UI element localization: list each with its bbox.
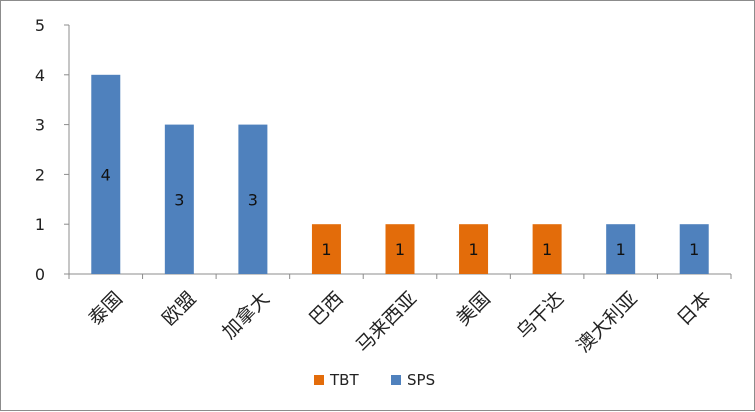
y-tick-label: 1 [35, 215, 45, 234]
data-label: 1 [395, 240, 405, 259]
data-label: 1 [321, 240, 331, 259]
category-label: 马来西亚 [352, 288, 421, 357]
category-label: 欧盟 [158, 288, 200, 330]
category-label: 日本 [673, 288, 715, 330]
legend-label-tbt: TBT [329, 371, 359, 389]
bar-sps [679, 224, 709, 274]
category-label: 乌干达 [512, 288, 568, 344]
data-label: 3 [174, 190, 184, 209]
data-label: 1 [468, 240, 478, 259]
y-tick-label: 3 [35, 116, 45, 135]
category-label: 澳大利亚 [573, 288, 642, 357]
data-label: 1 [542, 240, 552, 259]
bar-tbt [311, 224, 341, 274]
bar-sps [164, 124, 194, 274]
bar-tbt [385, 224, 415, 274]
category-label: 美国 [452, 288, 494, 330]
y-tick-label: 0 [35, 265, 45, 284]
category-label: 巴西 [305, 288, 347, 330]
category-label: 泰国 [84, 288, 126, 330]
data-label: 1 [616, 240, 626, 259]
bar-tbt [532, 224, 562, 274]
y-tick-label: 5 [35, 16, 45, 35]
bar-sps [238, 124, 268, 274]
bar-tbt [459, 224, 489, 274]
legend-label-sps: SPS [407, 371, 435, 389]
data-label: 1 [689, 240, 699, 259]
legend-swatch-sps [391, 375, 401, 385]
bar-sps [606, 224, 636, 274]
data-label: 3 [248, 190, 258, 209]
category-label: 加拿大 [217, 287, 274, 344]
y-tick-label: 2 [35, 165, 45, 184]
y-tick-label: 4 [35, 66, 45, 85]
bar-sps [91, 74, 121, 274]
legend-swatch-tbt [314, 375, 324, 385]
data-label: 4 [101, 165, 111, 184]
